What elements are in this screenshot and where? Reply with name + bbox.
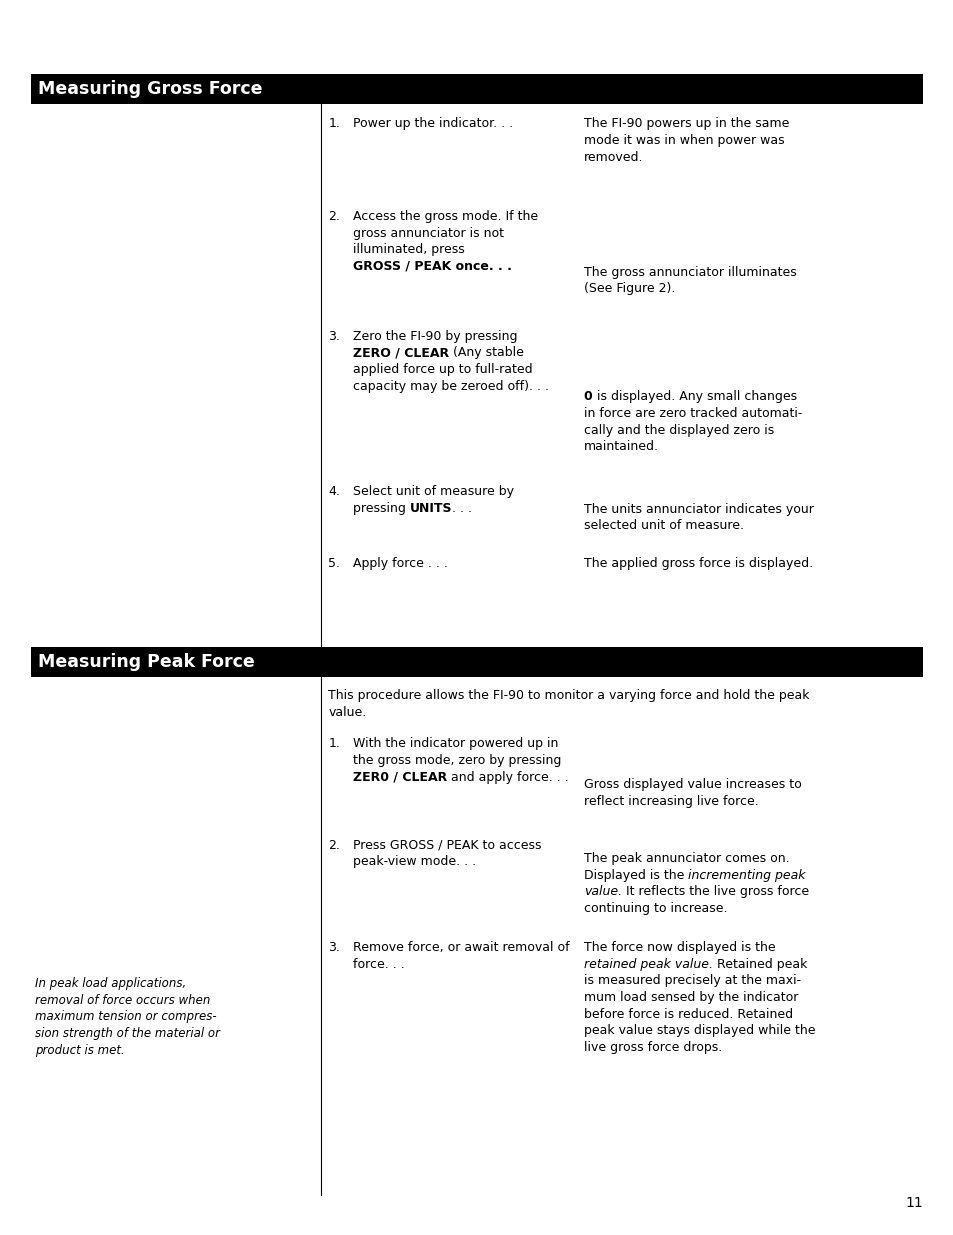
Bar: [30, 74, 923, 104]
Text: Remove force, or await removal of: Remove force, or await removal of: [353, 941, 569, 955]
Text: 1.: 1.: [328, 117, 339, 131]
Text: 3.: 3.: [328, 941, 339, 955]
Text: value.: value.: [583, 885, 621, 899]
Text: live gross force drops.: live gross force drops.: [583, 1041, 721, 1055]
Text: UNITS: UNITS: [410, 503, 452, 515]
Text: The units annunciator indicates your: The units annunciator indicates your: [583, 503, 813, 516]
Text: applied force up to full-rated: applied force up to full-rated: [353, 363, 532, 377]
Text: ZER0 / CLEAR: ZER0 / CLEAR: [353, 771, 447, 784]
Text: mode it was in when power was: mode it was in when power was: [583, 135, 783, 147]
Text: peak-view mode. . .: peak-view mode. . .: [353, 855, 476, 868]
Text: 2.: 2.: [328, 210, 339, 224]
Text: It reflects the live gross force: It reflects the live gross force: [621, 885, 808, 899]
Bar: [30, 647, 923, 677]
Text: . . .: . . .: [452, 503, 472, 515]
Text: mum load sensed by the indicator: mum load sensed by the indicator: [583, 990, 798, 1004]
Text: (Any stable: (Any stable: [449, 347, 523, 359]
Text: capacity may be zeroed off). . .: capacity may be zeroed off). . .: [353, 380, 548, 393]
Text: With the indicator powered up in: With the indicator powered up in: [353, 737, 558, 751]
Text: Power up the indicator. . .: Power up the indicator. . .: [353, 117, 513, 131]
Text: Measuring Gross Force: Measuring Gross Force: [38, 80, 262, 98]
Text: removal of force occurs when: removal of force occurs when: [35, 993, 211, 1007]
Text: GROSS / PEAK once. . .: GROSS / PEAK once. . .: [353, 261, 512, 273]
Text: removed.: removed.: [583, 151, 642, 164]
Text: peak value stays displayed while the: peak value stays displayed while the: [583, 1025, 815, 1037]
Text: the gross mode, zero by pressing: the gross mode, zero by pressing: [353, 753, 560, 767]
Text: illuminated, press: illuminated, press: [353, 243, 464, 257]
Text: is measured precisely at the maxi-: is measured precisely at the maxi-: [583, 974, 801, 988]
Text: Retained peak: Retained peak: [712, 958, 806, 971]
Text: 3.: 3.: [328, 330, 339, 343]
Text: ZERO / CLEAR: ZERO / CLEAR: [353, 347, 449, 359]
Text: in force are zero tracked automati-: in force are zero tracked automati-: [583, 408, 801, 420]
Text: maintained.: maintained.: [583, 441, 659, 453]
Text: 1.: 1.: [328, 737, 339, 751]
Text: Access the gross mode. If the: Access the gross mode. If the: [353, 210, 537, 224]
Text: 5.: 5.: [328, 557, 340, 571]
Text: Measuring Peak Force: Measuring Peak Force: [38, 653, 254, 671]
Text: In peak load applications,: In peak load applications,: [35, 977, 187, 990]
Text: cally and the displayed zero is: cally and the displayed zero is: [583, 424, 773, 437]
Text: Apply force . . .: Apply force . . .: [353, 557, 447, 571]
Text: force. . .: force. . .: [353, 958, 404, 971]
Text: The force now displayed is the: The force now displayed is the: [583, 941, 775, 955]
Text: incrementing peak: incrementing peak: [687, 868, 805, 882]
Text: and apply force. . .: and apply force. . .: [447, 771, 568, 784]
Text: The gross annunciator illuminates: The gross annunciator illuminates: [583, 266, 796, 279]
Text: The applied gross force is displayed.: The applied gross force is displayed.: [583, 557, 812, 571]
Text: retained peak value.: retained peak value.: [583, 958, 712, 971]
Text: product is met.: product is met.: [35, 1044, 125, 1057]
Text: 11: 11: [904, 1197, 923, 1210]
Text: maximum tension or compres-: maximum tension or compres-: [35, 1010, 216, 1024]
Text: 4.: 4.: [328, 485, 339, 499]
Text: value.: value.: [328, 706, 366, 719]
Text: reflect increasing live force.: reflect increasing live force.: [583, 795, 758, 808]
Text: The FI-90 powers up in the same: The FI-90 powers up in the same: [583, 117, 788, 131]
Text: (See Figure 2).: (See Figure 2).: [583, 283, 675, 295]
Text: The peak annunciator comes on.: The peak annunciator comes on.: [583, 852, 789, 866]
Text: Displayed is the: Displayed is the: [583, 868, 687, 882]
Text: 0: 0: [583, 390, 592, 404]
Text: Press GROSS / PEAK to access: Press GROSS / PEAK to access: [353, 839, 541, 852]
Text: Zero the FI-90 by pressing: Zero the FI-90 by pressing: [353, 330, 517, 343]
Text: continuing to increase.: continuing to increase.: [583, 902, 726, 915]
Text: is displayed. Any small changes: is displayed. Any small changes: [592, 390, 796, 404]
Text: before force is reduced. Retained: before force is reduced. Retained: [583, 1008, 792, 1021]
Text: sion strength of the material or: sion strength of the material or: [35, 1028, 220, 1040]
Text: Gross displayed value increases to: Gross displayed value increases to: [583, 778, 801, 792]
Text: pressing: pressing: [353, 503, 410, 515]
Text: Select unit of measure by: Select unit of measure by: [353, 485, 514, 499]
Text: 2.: 2.: [328, 839, 339, 852]
Text: gross annunciator is not: gross annunciator is not: [353, 227, 503, 240]
Text: This procedure allows the FI-90 to monitor a varying force and hold the peak: This procedure allows the FI-90 to monit…: [328, 689, 809, 703]
Text: selected unit of measure.: selected unit of measure.: [583, 519, 743, 532]
